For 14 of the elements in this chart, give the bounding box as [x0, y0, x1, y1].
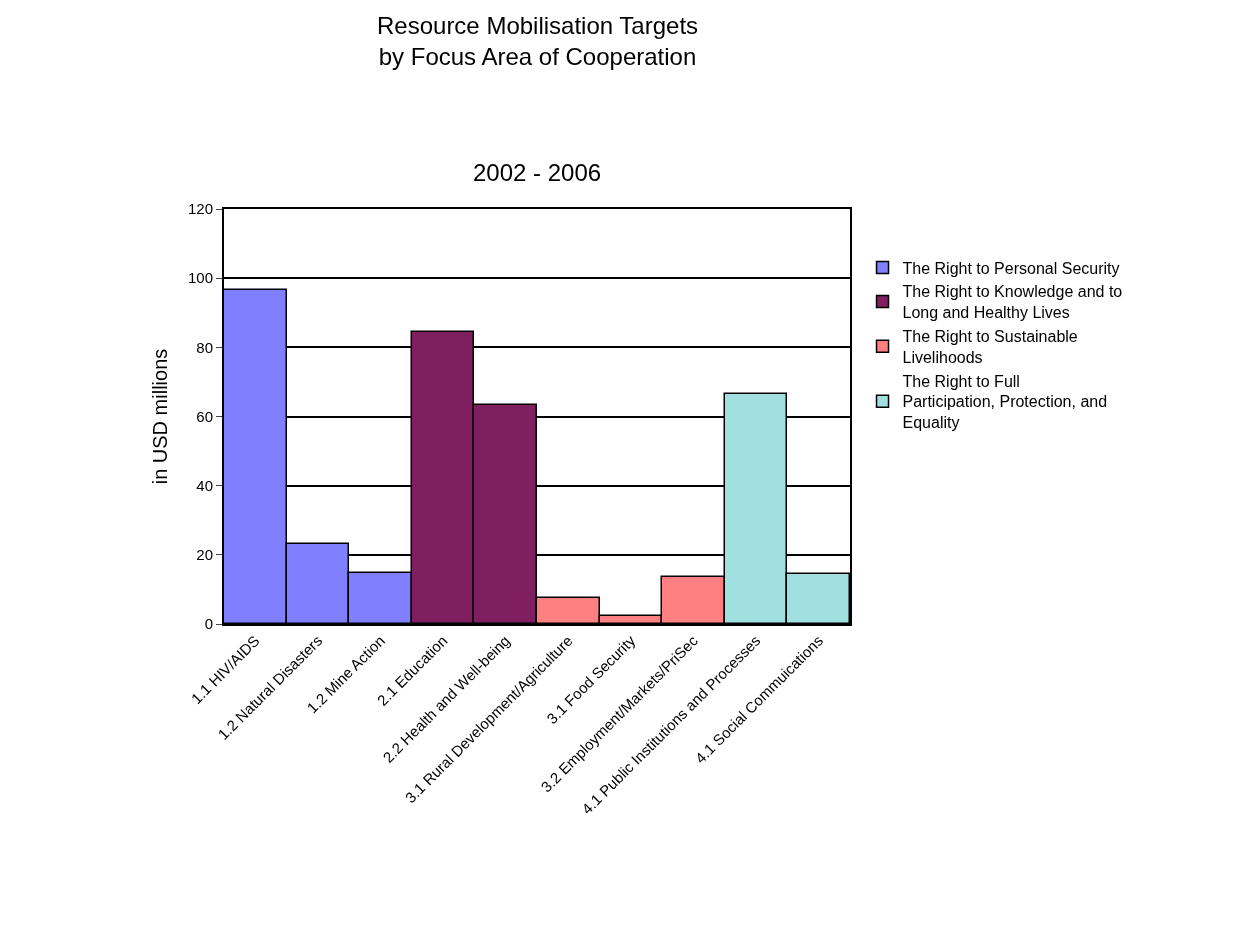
legend-label: The Right to Full Participation, Protection, and Equality: [902, 372, 1108, 432]
chart-title: Resource Mobilisation Targets by Focus Area of Cooperation: [377, 12, 699, 71]
y-tick-label: 120: [187, 200, 213, 218]
y-tick-label: 0: [204, 615, 213, 633]
y-tick-label: 20: [196, 546, 213, 564]
chart-subtitle: 2002 - 2006: [473, 159, 602, 186]
legend-label: The Right to Personal Security: [902, 259, 1120, 277]
legend-label: The Right to Knowledge and to Long and Healthy Lives: [902, 283, 1123, 322]
y-tick-label: 40: [196, 476, 213, 494]
y-tick-label: 60: [196, 407, 213, 425]
y-axis-title: in USD millions: [148, 348, 171, 485]
legend-label: The Right to Sustainable Livelihoods: [902, 328, 1078, 366]
y-tick-label: 80: [196, 338, 213, 356]
y-tick-label: 100: [187, 269, 213, 287]
